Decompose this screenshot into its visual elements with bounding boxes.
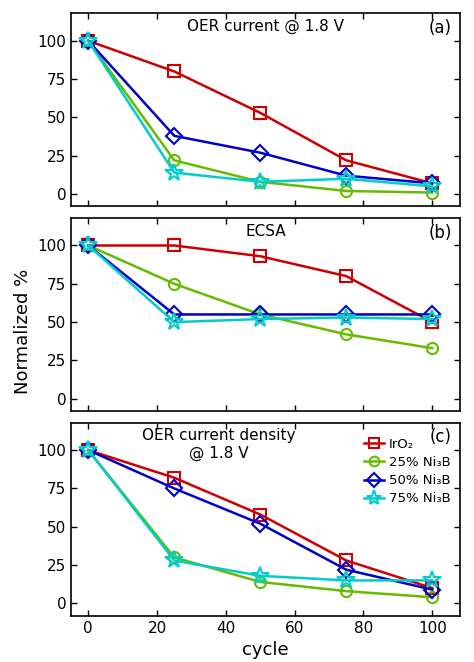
Text: (c): (c): [430, 428, 452, 446]
Text: (b): (b): [428, 224, 452, 242]
Text: OER current density
@ 1.8 V: OER current density @ 1.8 V: [142, 428, 296, 461]
Text: ECSA: ECSA: [245, 224, 286, 239]
X-axis label: cycle: cycle: [242, 641, 289, 659]
Legend: IrO₂, 25% Ni₃B, 50% Ni₃B, 75% Ni₃B: IrO₂, 25% Ni₃B, 50% Ni₃B, 75% Ni₃B: [361, 435, 453, 508]
Text: OER current @ 1.8 V: OER current @ 1.8 V: [187, 19, 344, 34]
Text: (a): (a): [429, 19, 452, 37]
Text: Normalized %: Normalized %: [14, 268, 32, 394]
